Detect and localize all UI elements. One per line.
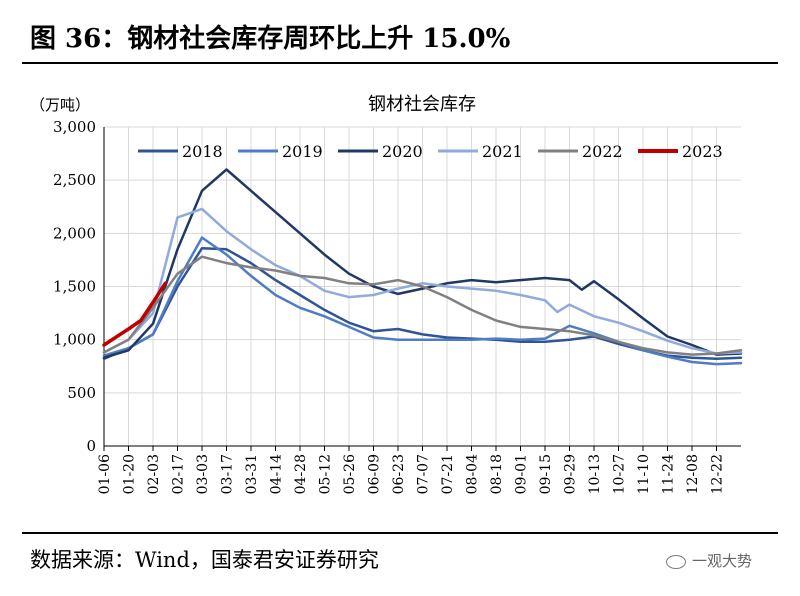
axes: 0 500 1,000 1,500 2,000 2,500 3,000 01-06 01-20 0… — [53, 118, 741, 494]
legend: 2018 2019 2020 2021 2022 2023 — [138, 142, 723, 161]
x-tick-label: 04-28 — [293, 454, 309, 494]
legend-label-2019: 2019 — [282, 142, 323, 161]
x-tick-label: 11-24 — [661, 454, 677, 494]
x-tick-label: 02-03 — [146, 454, 162, 494]
x-tick-label: 10-13 — [587, 454, 603, 494]
top-rule — [22, 62, 778, 64]
series-line-2023 — [102, 281, 168, 347]
series-lines — [102, 168, 743, 366]
y-tick-label: 2,500 — [53, 171, 96, 189]
y-tick-label: 1,500 — [53, 278, 96, 296]
y-tick-label: 3,000 — [53, 118, 96, 136]
legend-label-2022: 2022 — [582, 142, 623, 161]
wechat-icon — [666, 554, 686, 569]
x-tick-label: 10-27 — [612, 454, 628, 494]
x-tick-label: 09-15 — [538, 454, 554, 494]
x-tick-label: 07-07 — [416, 454, 432, 494]
chart-title: 钢材社会库存 — [368, 94, 476, 115]
y-tick-label: 0 — [86, 437, 96, 455]
y-axis-unit-label: （万吨） — [30, 96, 90, 114]
legend-label-2023: 2023 — [682, 142, 723, 161]
x-tick-label: 08-04 — [465, 454, 481, 494]
x-tick-label: 01-06 — [97, 454, 113, 494]
watermark: 一观大势 — [666, 550, 752, 571]
x-tick-label: 03-03 — [195, 454, 211, 494]
source-note: 数据来源：Wind，国泰君安证券研究 — [30, 548, 379, 572]
x-tick-label: 09-01 — [514, 454, 530, 494]
y-tick-label: 500 — [67, 384, 96, 402]
x-tick-label: 05-26 — [342, 454, 358, 494]
x-tick-label: 03-31 — [244, 454, 260, 494]
x-tick-label: 06-09 — [367, 454, 383, 494]
x-tick-label: 06-23 — [391, 454, 407, 494]
series-line-2021 — [102, 207, 743, 355]
x-tick-label: 05-12 — [318, 454, 334, 494]
x-tick-label: 03-17 — [220, 454, 236, 494]
x-tick-label: 12-08 — [685, 454, 701, 494]
x-tick-label: 01-20 — [122, 454, 138, 494]
x-tick-label: 09-29 — [563, 454, 579, 494]
legend-label-2018: 2018 — [182, 142, 223, 161]
y-tick-label: 2,000 — [53, 224, 96, 242]
x-tick-label: 02-17 — [171, 454, 187, 494]
x-tick-label: 07-21 — [440, 454, 456, 494]
bottom-rule — [22, 532, 778, 534]
x-tick-label: 08-18 — [489, 454, 505, 494]
x-tick-label: 04-14 — [269, 454, 285, 494]
watermark-text: 一观大势 — [692, 552, 753, 570]
series-line-2022 — [102, 255, 743, 356]
figure-title: 图 36：钢材社会库存周环比上升 15.0% — [30, 24, 511, 54]
legend-label-2021: 2021 — [482, 142, 523, 161]
x-tick-label: 12-22 — [710, 454, 726, 494]
x-tick-label: 11-10 — [636, 454, 652, 494]
y-tick-label: 1,000 — [53, 331, 96, 349]
series-line-2019 — [102, 236, 743, 366]
legend-label-2020: 2020 — [382, 142, 423, 161]
